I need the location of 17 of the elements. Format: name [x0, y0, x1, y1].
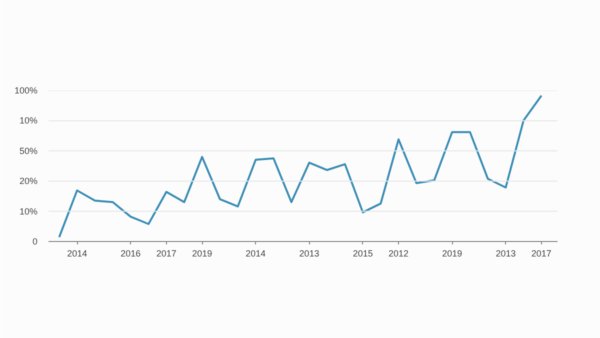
x-tick-label: 2017 [531, 248, 552, 258]
x-tick-label: 2014 [67, 248, 88, 258]
x-tick-label: 2013 [496, 248, 516, 258]
text: 10% [19, 206, 38, 216]
text: 100% [14, 86, 38, 96]
x-tick-label: 2019 [442, 248, 462, 258]
x-tick-label: 2016 [120, 248, 141, 258]
x-tick-label: 2014 [246, 248, 266, 258]
text: 10% [19, 116, 38, 126]
x-tick-label: 2013 [299, 248, 320, 258]
text: 0 [32, 236, 38, 246]
text: 50% [19, 146, 38, 156]
x-tick-label: 2015 [352, 248, 373, 258]
x-tick-label: 2012 [388, 248, 409, 258]
x-tick-label: 2017 [156, 248, 176, 258]
x-tick-label: 2019 [192, 248, 212, 258]
text: 20% [19, 176, 38, 186]
